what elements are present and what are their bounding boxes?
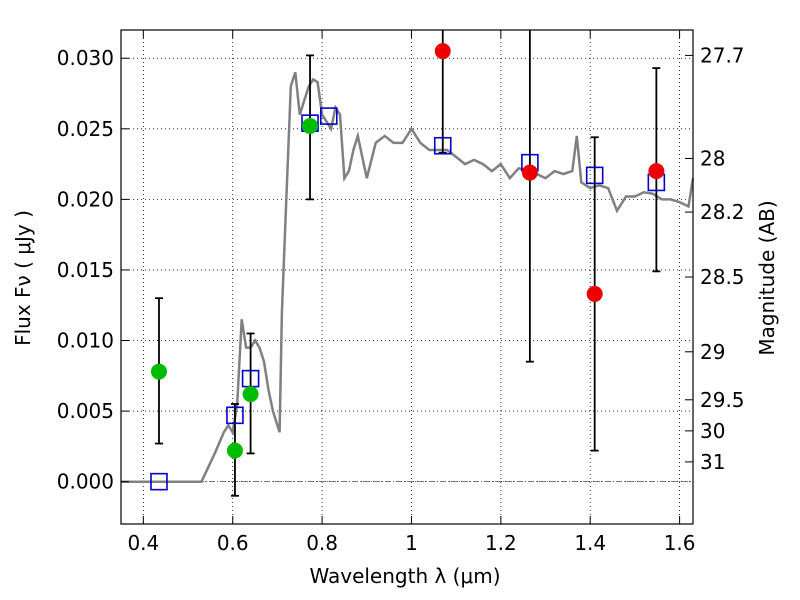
- y-tick-label: 0.025: [57, 117, 114, 141]
- plot-content: [121, 30, 695, 497]
- green-point: [150, 363, 167, 380]
- green-point: [226, 442, 243, 459]
- y-tick-label: 0.030: [57, 46, 114, 70]
- right-tick-label: 31: [700, 450, 725, 474]
- model-points: [150, 107, 666, 491]
- model-point-square: [226, 406, 244, 425]
- model-point-square: [319, 107, 338, 125]
- right-axis-label: Magnitude (AB): [755, 200, 779, 355]
- x-tick-label: 0.8: [306, 531, 338, 555]
- x-tick-label: 0.6: [217, 531, 249, 555]
- right-tick-label: 28.5: [700, 265, 745, 289]
- green-point: [242, 386, 259, 403]
- x-tick-label: 0.4: [127, 531, 159, 555]
- y-tick-label: 0.010: [57, 329, 114, 353]
- model-sed-line: [121, 71, 695, 483]
- right-tick-label: 28: [700, 146, 725, 170]
- x-tick-label: 1.6: [664, 531, 696, 555]
- y-tick-label: 0.000: [57, 470, 114, 494]
- right-tick-label: 30: [700, 419, 725, 443]
- right-tick-label: 29.5: [700, 388, 745, 412]
- axis-ticks: [121, 30, 693, 524]
- x-tick-label: 1: [405, 531, 418, 555]
- red-point: [586, 285, 603, 302]
- model-point-square: [150, 472, 168, 491]
- x-tick-label: 1.2: [485, 531, 517, 555]
- observed-points: [150, 43, 665, 459]
- red-point: [434, 43, 451, 60]
- red-point: [521, 164, 538, 181]
- y-tick-labels: 0.000 0.005 0.010 0.015 0.020 0.025 0.030: [57, 46, 114, 493]
- green-point: [302, 117, 319, 134]
- x-axis-label: Wavelength λ (μm): [309, 564, 500, 588]
- y-tick-label: 0.020: [57, 187, 114, 211]
- y-tick-label: 0.005: [57, 399, 114, 423]
- model-point-square: [433, 136, 452, 155]
- right-tick-labels: 27.7 28 28.2 28.5 29 29.5 30 31: [700, 43, 745, 473]
- y-tick-label: 0.015: [57, 258, 114, 282]
- red-point: [648, 163, 665, 180]
- y-axis-label: Flux Fν ( μJy ): [11, 210, 35, 346]
- right-tick-label: 28.2: [700, 200, 745, 224]
- right-tick-label: 27.7: [700, 43, 745, 67]
- model-point-square: [585, 166, 604, 185]
- right-tick-label: 29: [700, 340, 725, 364]
- x-tick-label: 1.4: [574, 531, 606, 555]
- x-tick-labels: 0.4 0.6 0.8 1 1.2 1.4 1.6: [127, 531, 695, 555]
